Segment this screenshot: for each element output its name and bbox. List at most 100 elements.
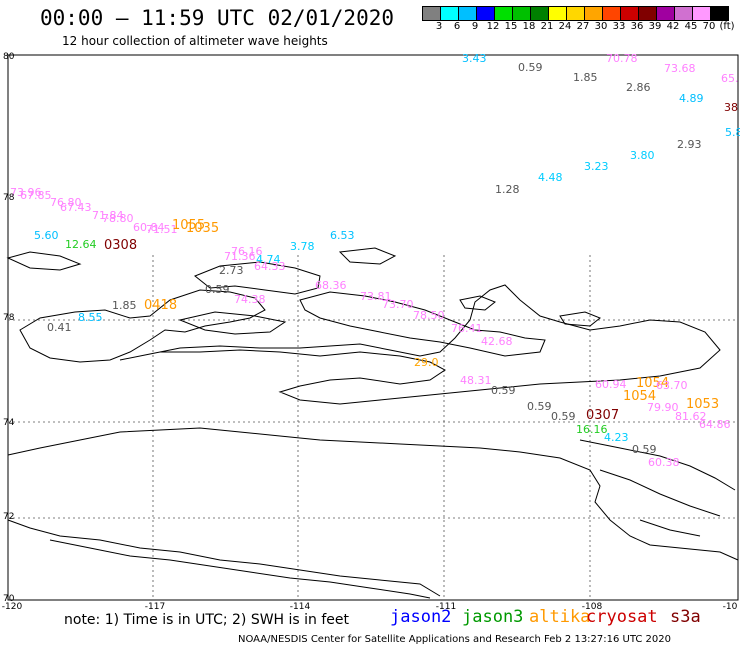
coastline-east	[579, 439, 736, 537]
wave-height-label: 0.59	[551, 410, 576, 423]
wave-height-label: 1053	[686, 397, 720, 412]
wave-height-label: 4.23	[604, 431, 629, 444]
lat-label: 74	[3, 418, 15, 428]
wave-height-label: 64.86	[699, 418, 731, 431]
coastline-islands-north	[178, 311, 287, 335]
color-scale-label: 30	[594, 21, 608, 32]
wave-height-label: 3.78	[290, 240, 315, 253]
coastline-victoria-north	[194, 261, 321, 295]
lon-label: -108	[581, 602, 603, 612]
coastline-mainland	[7, 427, 739, 597]
color-scale-bar	[422, 6, 729, 21]
lat-label: 78	[3, 193, 15, 203]
wave-height-label: 3.43	[462, 52, 487, 65]
wave-height-label: 0.59	[632, 443, 657, 456]
wave-height-label: 63.70	[656, 379, 688, 392]
color-scale-label: 70	[702, 21, 716, 32]
wave-height-label: 65.	[721, 72, 739, 85]
wave-height-label: 1.85	[112, 299, 137, 312]
color-scale-label: 33	[612, 21, 626, 32]
color-scale-label: 45	[684, 21, 698, 32]
graticule	[8, 255, 738, 600]
wave-height-label: 78.50	[413, 309, 445, 322]
wave-height-label: 16.16	[576, 423, 608, 436]
wave-height-label: 76.16	[231, 245, 263, 258]
coastline-victoria-main	[119, 284, 721, 405]
lat-label: 80	[3, 52, 15, 62]
wave-height-label: 76.41	[451, 322, 483, 335]
wave-height-label: 0307	[586, 408, 620, 423]
wave-height-label: 48.31	[460, 374, 492, 387]
wave-height-label: 0.41	[47, 321, 72, 334]
wave-height-label: 73.81	[360, 290, 392, 303]
map-frame	[7, 54, 739, 601]
map-title: 00:00 – 11:59 UTC 02/01/2020	[40, 6, 395, 30]
wave-height-label: 0418	[144, 298, 178, 313]
color-scale-label: 24	[558, 21, 572, 32]
wave-height-label: 8.55	[78, 311, 103, 324]
wave-height-label: 70.78	[606, 52, 638, 65]
wave-height-label: 68.36	[315, 279, 347, 292]
footer-note: note: 1) Time is in UTC; 2) SWH is in fe…	[64, 612, 350, 628]
wave-height-label: 42.68	[481, 335, 513, 348]
lon-label: -10	[722, 602, 738, 612]
wave-height-label: 5.8	[725, 126, 740, 139]
lat-label: 78	[3, 313, 15, 323]
wave-height-label: 0.59	[527, 400, 552, 413]
wave-height-label: 29.0	[414, 356, 439, 369]
wave-height-label: 1.85	[573, 71, 598, 84]
color-scale-label: 9	[471, 21, 479, 32]
wave-height-label: 71.51	[146, 223, 178, 236]
legend-jason3: jason3	[462, 607, 524, 627]
wave-height-label: 73.96	[10, 186, 42, 199]
wave-height-label: 38	[724, 101, 738, 114]
wave-height-label: 67.43	[60, 201, 92, 214]
legend-altika: altika	[529, 607, 591, 627]
coastline-coronation	[49, 539, 431, 599]
wave-height-label: 60.38	[648, 456, 680, 469]
wave-height-label: 0308	[104, 238, 138, 253]
wave-height-label: 73.68	[664, 62, 696, 75]
color-scale-label: 3	[435, 21, 443, 32]
wave-height-label: 81.62	[675, 410, 707, 423]
color-scale-label: 18	[522, 21, 536, 32]
color-scale-label: 15	[504, 21, 518, 32]
wave-height-label: 67.85	[20, 189, 52, 202]
wave-height-label: 2.86	[626, 81, 651, 94]
wave-height-label: 60.94	[595, 378, 627, 391]
wave-height-label: 76.80	[50, 196, 82, 209]
color-scale-label: (ft)	[719, 21, 735, 32]
wave-height-label: 4.89	[679, 92, 704, 105]
wave-height-label: 1055	[172, 218, 206, 233]
wave-height-label: 1035	[186, 221, 220, 236]
wave-height-label: 2.93	[677, 138, 702, 151]
lat-label: 70	[3, 594, 15, 604]
color-scale-label: 39	[648, 21, 662, 32]
lon-label: -111	[435, 602, 457, 612]
wave-height-label: 73.70	[382, 298, 414, 311]
wave-height-label: 0.59	[205, 283, 230, 296]
color-scale-cell	[710, 6, 729, 21]
wave-height-label: 64.33	[254, 260, 286, 273]
wave-height-label: 4.74	[256, 253, 281, 266]
color-scale-label: 12	[486, 21, 500, 32]
color-scale-label: 21	[540, 21, 554, 32]
wave-height-label: 0.59	[518, 61, 543, 74]
color-scale-label: 36	[630, 21, 644, 32]
wave-height-label: 1054	[623, 389, 657, 404]
lat-label: 72	[3, 512, 15, 522]
wave-height-label: 5.60	[34, 229, 59, 242]
wave-height-label: 2.73	[219, 264, 244, 277]
wave-height-label: 60.84	[133, 221, 165, 234]
lon-label: -120	[1, 602, 23, 612]
wave-height-label: 0.59	[491, 384, 516, 397]
color-scale-label: 42	[666, 21, 680, 32]
color-scale-label: 6	[453, 21, 461, 32]
wave-height-label: 12.64	[65, 238, 97, 251]
map-subtitle: 12 hour collection of altimeter wave hei…	[62, 34, 328, 48]
coastline-banks-island	[19, 289, 266, 363]
wave-height-label: 1054	[636, 376, 670, 391]
wave-height-label: 71.36	[224, 250, 256, 263]
wave-height-label: 78.80	[102, 212, 134, 225]
wave-height-label: 1.28	[495, 183, 520, 196]
